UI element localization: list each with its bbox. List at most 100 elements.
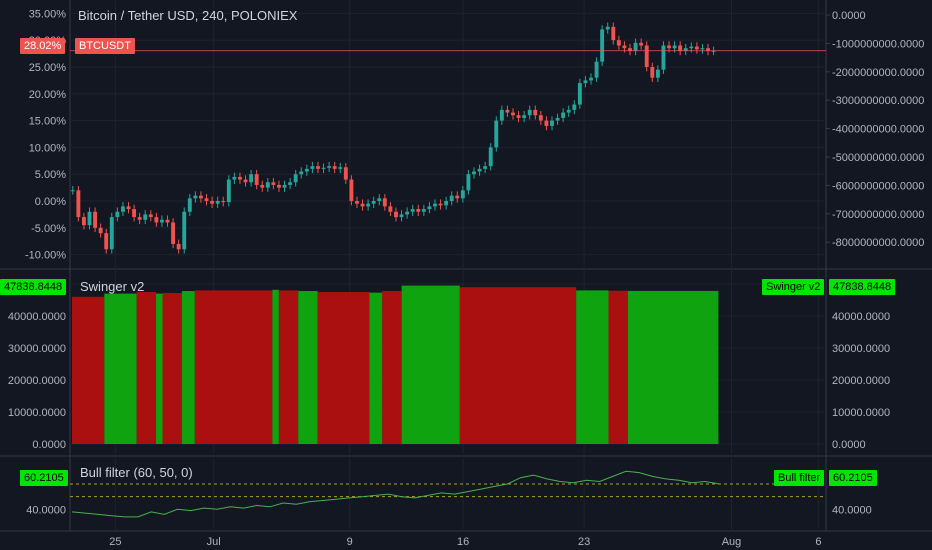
x-tick-label: 16 xyxy=(457,536,469,548)
swinger-left-axis-label: 40000.0000 xyxy=(8,311,66,323)
candle-body xyxy=(238,176,242,180)
symbol-badge: BTCUSDT xyxy=(75,38,135,54)
candle-body xyxy=(460,190,465,199)
candle-body xyxy=(572,104,577,110)
candle-body xyxy=(711,50,716,52)
candle-body xyxy=(193,195,198,199)
candle-body xyxy=(516,115,521,118)
swinger-bar xyxy=(401,285,460,444)
swinger-bar xyxy=(72,296,105,444)
candle-body xyxy=(628,48,632,51)
bullfilter-left-value: 60.2105 xyxy=(20,470,68,486)
candle-body xyxy=(198,195,203,199)
candle-body xyxy=(499,109,504,121)
swinger-bar xyxy=(298,291,318,444)
candle-body xyxy=(672,45,677,49)
candle-body xyxy=(583,80,588,84)
right-axis-label: -8000000000.0000 xyxy=(832,237,924,249)
swinger-bar xyxy=(382,291,402,444)
bullfilter-left-axis-label: 40.0000 xyxy=(26,504,66,516)
candle-body xyxy=(204,198,209,202)
candle-body xyxy=(282,184,287,188)
bullfilter-right-axis-label: 40.0000 xyxy=(832,504,872,516)
left-axis-label: 20.00% xyxy=(29,89,67,101)
candle-body xyxy=(472,171,476,175)
swinger-bar xyxy=(162,292,182,444)
candle-body xyxy=(466,174,471,191)
candle-body xyxy=(494,120,499,148)
candle-body xyxy=(165,219,170,223)
candle-body xyxy=(433,203,437,207)
candle-body xyxy=(594,61,599,78)
candle-body xyxy=(382,198,387,207)
candle-body xyxy=(477,168,482,172)
candle-body xyxy=(132,209,137,218)
swinger-bar xyxy=(627,290,719,444)
candle-body xyxy=(405,211,410,215)
candle-body xyxy=(93,211,98,228)
bullfilter-line xyxy=(71,470,719,518)
bullfilter-title: Bull filter (60, 50, 0) xyxy=(80,465,193,480)
candle-body xyxy=(221,201,226,203)
candle-body xyxy=(505,109,510,113)
candle-body xyxy=(232,176,237,180)
swinger-right-axis-label: 40000.0000 xyxy=(832,311,890,323)
candle-body xyxy=(444,201,449,206)
swinger-bar xyxy=(369,292,383,444)
candle-body xyxy=(533,109,538,116)
candle-body xyxy=(327,166,332,168)
candle-body xyxy=(260,184,265,188)
candle-body xyxy=(555,117,560,121)
candle-body xyxy=(343,167,348,180)
candle-body xyxy=(187,198,192,212)
price-badge: 28.02% xyxy=(20,38,66,54)
candle-body xyxy=(171,222,176,244)
candle-body xyxy=(159,219,164,223)
left-axis-label: 0.00% xyxy=(35,196,66,208)
candle-body xyxy=(210,201,215,204)
x-tick-label: 23 xyxy=(578,536,590,548)
candle-body xyxy=(689,46,694,49)
candle-body xyxy=(522,115,527,118)
candle-body xyxy=(98,227,103,234)
candle-body xyxy=(410,209,415,212)
candle-body xyxy=(215,201,220,204)
candle-body xyxy=(427,206,432,210)
right-axis-label: -3000000000.0000 xyxy=(832,95,924,107)
candle-body xyxy=(488,147,493,167)
x-tick-label: Aug xyxy=(722,536,742,548)
candle-body xyxy=(104,233,109,250)
candle-body xyxy=(566,109,571,113)
candle-body xyxy=(87,211,92,226)
swinger-bar xyxy=(104,293,137,444)
candle-body xyxy=(321,167,326,169)
candle-body xyxy=(249,174,254,183)
candle-body xyxy=(667,45,671,49)
candle-body xyxy=(694,46,699,50)
left-axis-label: 35.00% xyxy=(29,8,67,20)
candle-body xyxy=(605,26,610,30)
swinger-bar xyxy=(156,293,163,444)
swinger-right-value: 47838.8448 xyxy=(829,279,896,295)
swinger-bar xyxy=(459,287,577,444)
candle-body xyxy=(399,214,404,218)
candle-body xyxy=(700,48,705,50)
candle-body xyxy=(600,29,605,62)
right-axis-label: -1000000000.0000 xyxy=(832,38,924,50)
candle-body xyxy=(81,217,86,226)
left-axis-label: -5.00% xyxy=(31,223,66,235)
candle-body xyxy=(678,45,683,51)
candle-body xyxy=(299,171,304,175)
x-tick-label: 25 xyxy=(109,536,121,548)
candle-body xyxy=(126,206,131,210)
candle-body xyxy=(109,217,114,250)
candle-body xyxy=(182,211,187,250)
bullfilter-right-value: 60.2105 xyxy=(829,470,877,486)
candle-body xyxy=(639,42,644,46)
swinger-left-axis-label: 20000.0000 xyxy=(8,375,66,387)
swinger-left-value: 47838.8448 xyxy=(0,279,67,295)
candle-body xyxy=(388,206,393,212)
candle-body xyxy=(277,184,281,188)
candle-body xyxy=(254,174,259,185)
